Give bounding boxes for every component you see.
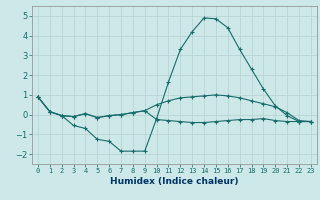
X-axis label: Humidex (Indice chaleur): Humidex (Indice chaleur) <box>110 177 239 186</box>
